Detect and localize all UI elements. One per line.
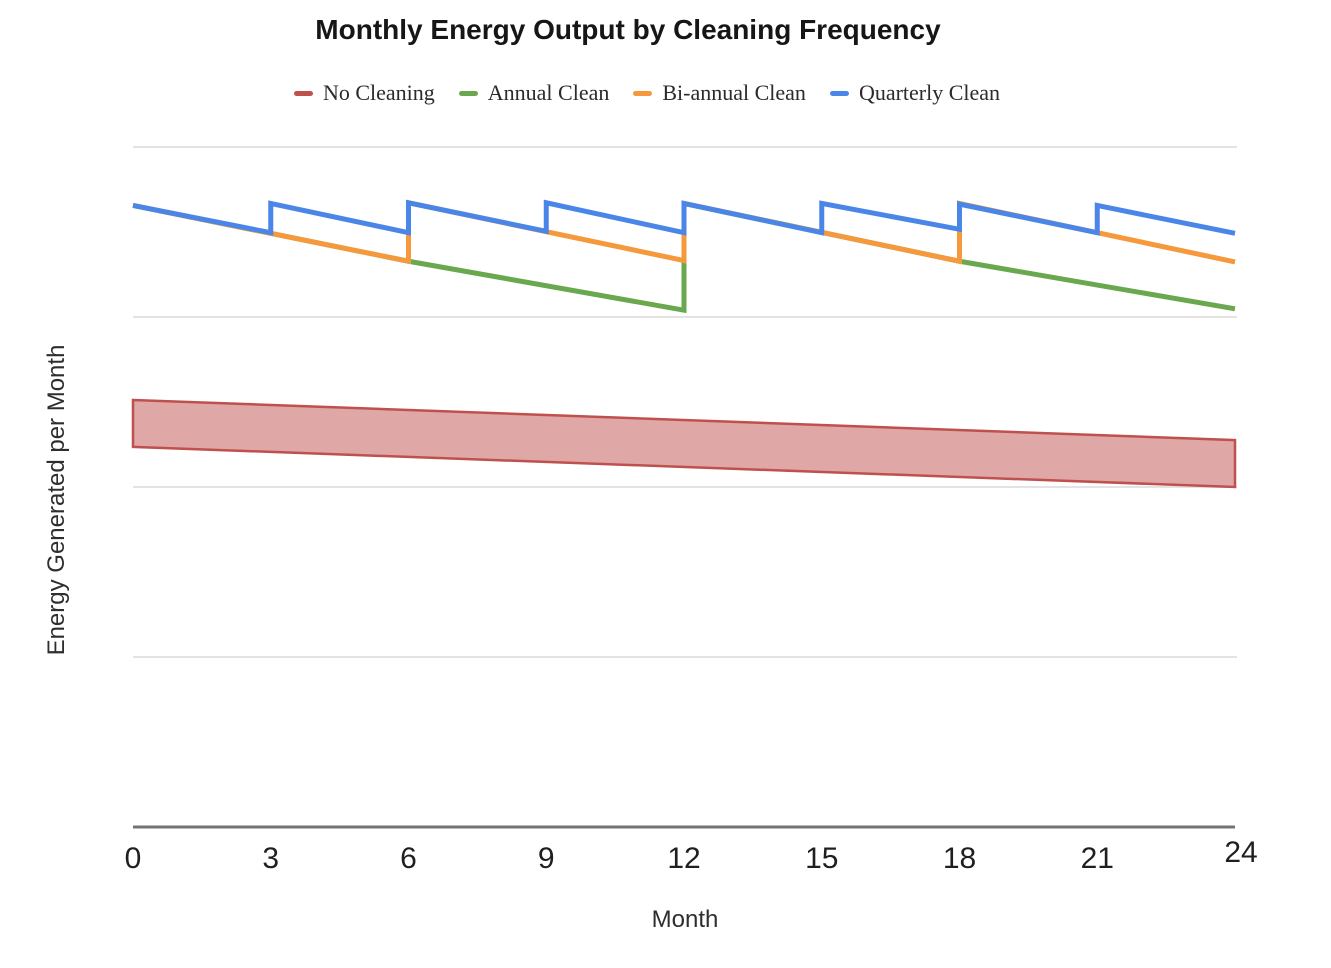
legend-item-quarterly-clean[interactable]: Quarterly Clean: [829, 80, 1001, 106]
x-tick-label-21: 21: [1080, 842, 1114, 875]
series-band-no-cleaning: [131, 398, 1237, 489]
legend-label: Bi-annual Clean: [662, 80, 806, 105]
x-axis-title: Month: [651, 906, 719, 933]
legend-label: No Cleaning: [322, 80, 435, 105]
legend-item-annual-clean[interactable]: Annual Clean: [458, 80, 610, 106]
series-line-quarterly-clean: [132, 199, 1236, 236]
x-tick-label-24: 24: [1224, 836, 1258, 869]
legend-swatch-icon: [293, 90, 313, 96]
chart-title: Monthly Energy Output by Cleaning Freque…: [315, 14, 941, 45]
legend: No Cleaning Annual Clean Bi-annual Clean Qu…: [0, 80, 1294, 106]
legend-label: Annual Clean: [487, 80, 610, 105]
x-tick-label-0: 0: [124, 842, 142, 875]
x-tick-label-15: 15: [805, 842, 839, 875]
x-tick-label-3: 3: [262, 842, 280, 875]
legend-item-bi-annual-clean[interactable]: Bi-annual Clean: [633, 80, 806, 106]
x-tick-label-9: 9: [537, 842, 555, 875]
x-tick-label-18: 18: [942, 842, 977, 875]
legend-label: Quarterly Clean: [858, 80, 1001, 105]
legend-item-no-cleaning[interactable]: No Cleaning: [293, 80, 435, 106]
x-tick-label-12: 12: [667, 842, 701, 875]
legend-swatch-icon: [458, 90, 478, 96]
legend-swatch-icon: [633, 90, 653, 96]
x-tick-label-6: 6: [400, 842, 417, 875]
legend-swatch-icon: [829, 90, 849, 96]
y-axis-title: Energy Generated per Month: [43, 344, 70, 656]
